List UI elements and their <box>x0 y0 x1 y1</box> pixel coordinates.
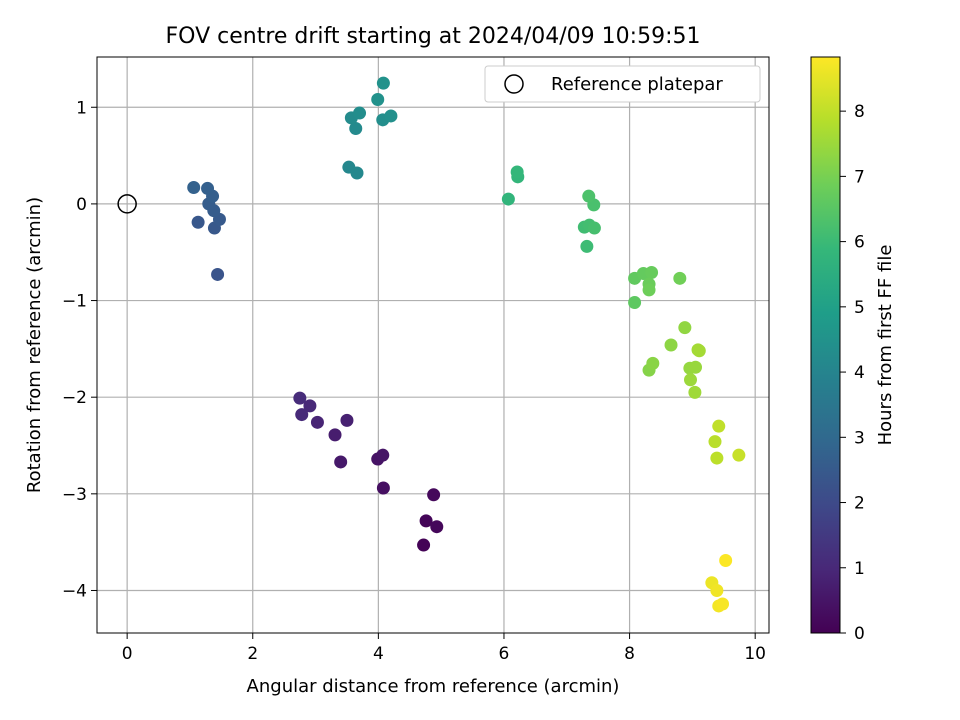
x-axis-ticks: 0 2 4 6 8 10 <box>122 633 766 664</box>
data-point <box>708 435 722 449</box>
colorbar-tick-label: 5 <box>854 298 865 318</box>
data-point <box>732 448 746 462</box>
data-point <box>430 520 444 534</box>
data-point <box>688 385 702 399</box>
data-point <box>376 481 390 495</box>
data-point <box>716 597 730 611</box>
data-point <box>501 192 515 206</box>
y-tick-label: −1 <box>62 292 87 312</box>
legend-box <box>484 65 761 103</box>
y-axis-ticks: −4 −3 −2 −1 0 1 <box>62 98 97 601</box>
data-point <box>187 180 201 194</box>
data-point <box>580 239 594 253</box>
data-point <box>582 189 596 203</box>
data-point <box>371 93 385 107</box>
data-point <box>664 338 678 352</box>
plot-frame <box>96 56 770 634</box>
colorbar-tick-label: 2 <box>854 494 865 514</box>
colorbar-tick-label: 6 <box>854 233 865 253</box>
y-tick-label: −2 <box>62 388 87 408</box>
data-point <box>673 271 687 285</box>
x-tick-label: 0 <box>122 644 133 664</box>
colorbar-tick-label: 8 <box>854 102 865 122</box>
x-axis-label: Angular distance from reference (arcmin) <box>247 676 620 697</box>
colorbar-label: Hours from first FF file <box>875 245 896 446</box>
data-point <box>303 399 317 413</box>
data-point <box>678 321 692 335</box>
data-point <box>419 514 433 528</box>
x-tick-label: 6 <box>499 644 510 664</box>
data-point <box>340 413 354 427</box>
data-point <box>510 165 524 179</box>
data-points <box>187 76 746 613</box>
colorbar-tick-label: 7 <box>854 167 865 187</box>
y-tick-label: 0 <box>76 195 87 215</box>
data-point <box>710 583 724 597</box>
legend: Reference platepar <box>484 65 761 103</box>
x-tick-label: 2 <box>247 644 258 664</box>
legend-label: Reference platepar <box>551 74 723 95</box>
y-tick-label: −3 <box>62 485 87 505</box>
colorbar: 0 1 2 3 4 5 6 7 8 Hours from first FF file <box>810 56 896 644</box>
data-point <box>628 295 642 309</box>
colorbar-tick-label: 1 <box>854 559 865 579</box>
colorbar-tick-label: 0 <box>854 624 865 644</box>
data-point <box>376 76 390 90</box>
data-point <box>646 356 660 370</box>
data-point <box>384 109 398 123</box>
data-point <box>710 451 724 465</box>
data-point <box>645 266 659 280</box>
data-point <box>191 215 205 229</box>
x-tick-label: 4 <box>373 644 384 664</box>
x-tick-label: 10 <box>744 644 766 664</box>
data-point <box>692 344 706 358</box>
chart-title: FOV centre drift starting at 2024/04/09 … <box>166 24 701 49</box>
data-point <box>211 267 225 281</box>
data-point <box>719 554 733 568</box>
data-point <box>417 538 431 552</box>
legend-marker-icon <box>504 74 524 94</box>
y-axis-label: Rotation from reference (arcmin) <box>24 197 45 493</box>
y-tick-label: −4 <box>62 581 87 601</box>
data-point <box>642 283 656 297</box>
colorbar-gradient <box>810 56 841 634</box>
data-point <box>587 221 601 235</box>
data-point <box>293 391 307 405</box>
data-point <box>689 360 703 374</box>
data-point <box>712 419 726 433</box>
data-point <box>376 448 390 462</box>
reference-platepar-marker <box>117 194 137 214</box>
data-point <box>349 122 363 136</box>
data-point <box>353 106 367 120</box>
x-tick-label: 8 <box>624 644 635 664</box>
data-point <box>427 488 441 502</box>
colorbar-tick-label: 4 <box>854 363 865 383</box>
data-point <box>334 455 348 469</box>
data-point <box>350 166 364 180</box>
data-point <box>295 408 309 422</box>
data-point <box>683 373 697 387</box>
colorbar-tick-label: 3 <box>854 428 865 448</box>
data-point <box>201 181 215 195</box>
colorbar-ticks: 0 1 2 3 4 5 6 7 8 <box>840 102 865 644</box>
data-point <box>310 415 324 429</box>
data-point <box>328 428 342 442</box>
y-tick-label: 1 <box>76 98 87 118</box>
